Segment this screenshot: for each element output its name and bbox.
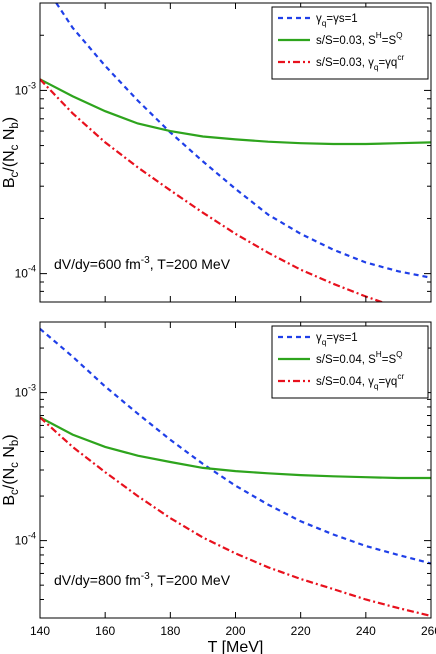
x-tick-label: 220 xyxy=(291,624,311,638)
legend-entry-2: s/S=0.03, SH=SQ xyxy=(316,31,403,47)
legend: γq=γs=1 s/S=0.03, SH=SQ s/S=0.03, γq=γqcr xyxy=(271,6,429,80)
series-line-3 xyxy=(40,416,431,617)
y-tick-label: 10-4 xyxy=(15,264,36,281)
y-axis-label: Bc/(Nc Nb) xyxy=(1,117,21,188)
x-tick-label: 240 xyxy=(356,624,376,638)
y-tick-label: 10-3 xyxy=(15,80,36,97)
x-tick-label: 200 xyxy=(225,624,245,638)
x-tick-label: 180 xyxy=(160,624,180,638)
legend-entry-1: γq=γs=1 xyxy=(316,332,358,347)
chart-panel-top: 10-4 10-3 Bc/(Nc Nb) dV/dy=600 fm-3, T=200 … xyxy=(1,2,432,303)
series-line-2 xyxy=(40,78,431,146)
series-line-2 xyxy=(40,416,431,480)
legend-entry-3: s/S=0.03, γq=γqcr xyxy=(316,53,404,72)
x-axis-label: T [MeV] xyxy=(208,639,264,654)
legend-entry-3: s/S=0.04, γq=γqcr xyxy=(316,372,404,391)
series-line-3 xyxy=(40,78,385,302)
legend-entry-1: γq=γs=1 xyxy=(316,13,358,28)
y-tick-label: 10-4 xyxy=(15,531,36,548)
annotation-text: dV/dy=800 fm-3, T=200 MeV xyxy=(54,571,231,588)
series-line-1 xyxy=(55,3,431,279)
legend-entry-2: s/S=0.04, SH=SQ xyxy=(316,350,403,366)
legend: γq=γs=1 s/S=0.04, SH=SQ s/S=0.04, γq=γqcr xyxy=(271,325,429,399)
y-axis-label: Bc/(Nc Nb) xyxy=(1,434,21,505)
x-tick-label: 260 xyxy=(421,624,436,638)
y-tick-label: 10-3 xyxy=(15,383,36,400)
x-tick-label: 140 xyxy=(30,624,50,638)
x-tick-label: 160 xyxy=(95,624,115,638)
chart-panel-bottom: 140 160 180 200 220 240 260 10-4 10-3 Bc/(Nc Nb) T… xyxy=(1,321,436,654)
annotation-text: dV/dy=600 fm-3, T=200 MeV xyxy=(54,255,231,272)
